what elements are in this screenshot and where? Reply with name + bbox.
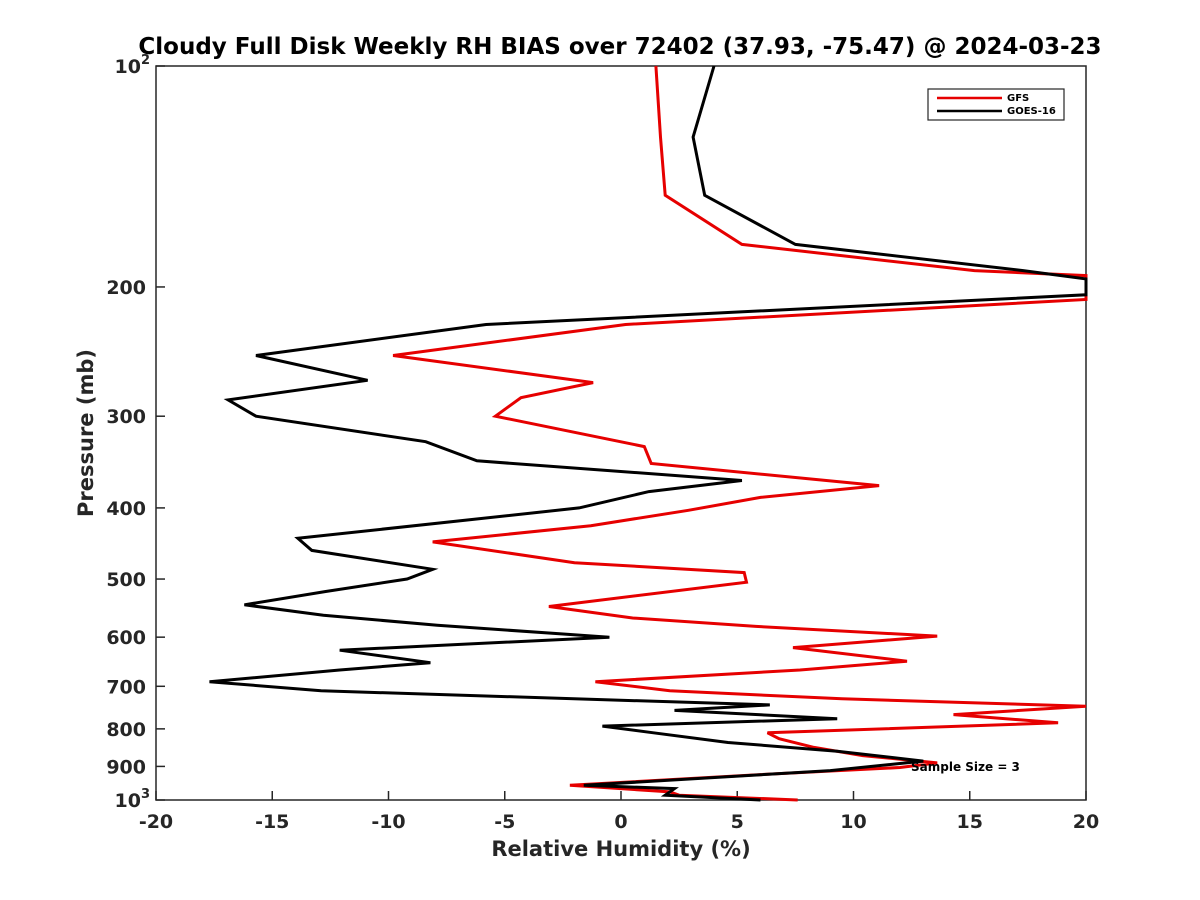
axes-box <box>155 65 1087 801</box>
y-tick-label: 800 <box>106 719 146 741</box>
y-tick-exponent: 2 <box>141 53 150 68</box>
legend-label-goes16: GOES-16 <box>1007 106 1056 117</box>
x-tick-label: 0 <box>614 811 627 833</box>
y-tick-label: 700 <box>106 676 146 698</box>
y-tick-label: 103 <box>115 787 151 812</box>
y-tick-label: 900 <box>106 756 146 778</box>
legend-label-gfs: GFS <box>1007 93 1029 104</box>
y-tick-label: 102 <box>115 53 151 78</box>
y-tick-exponent: 3 <box>141 787 150 802</box>
series-line-goes-16 <box>209 65 1088 802</box>
x-axis: -20 -15 -10 -5 0 5 10 15 20 <box>139 791 1099 833</box>
x-tick-label: -20 <box>139 811 173 833</box>
chart-title: Cloudy Full Disk Weekly RH BIAS over 724… <box>138 34 1101 60</box>
x-tick-label: 5 <box>731 811 744 833</box>
y-tick-label: 600 <box>106 627 146 649</box>
x-axis-label: Relative Humidity (%) <box>491 837 750 861</box>
x-tick-label: 10 <box>840 811 866 833</box>
x-tick-label: 20 <box>1073 811 1099 833</box>
y-tick-label: 300 <box>106 406 146 428</box>
y-tick-label: 400 <box>106 498 146 520</box>
x-tick-label: -15 <box>255 811 289 833</box>
y-axis-label: Pressure (mb) <box>74 349 98 517</box>
y-tick-base: 10 <box>115 790 141 812</box>
x-tick-label: -10 <box>371 811 405 833</box>
y-tick-base: 10 <box>115 56 141 78</box>
x-tick-label: 15 <box>957 811 983 833</box>
sample-size-annotation: Sample Size = 3 <box>911 760 1020 774</box>
legend: GFS GOES-16 <box>927 88 1065 121</box>
legend-box <box>927 88 1065 121</box>
series-lines <box>209 65 1088 802</box>
x-tick-label: -5 <box>494 811 515 833</box>
plot-area <box>155 65 1087 801</box>
y-tick-label: 200 <box>106 277 146 299</box>
y-tick-label: 500 <box>106 569 146 591</box>
